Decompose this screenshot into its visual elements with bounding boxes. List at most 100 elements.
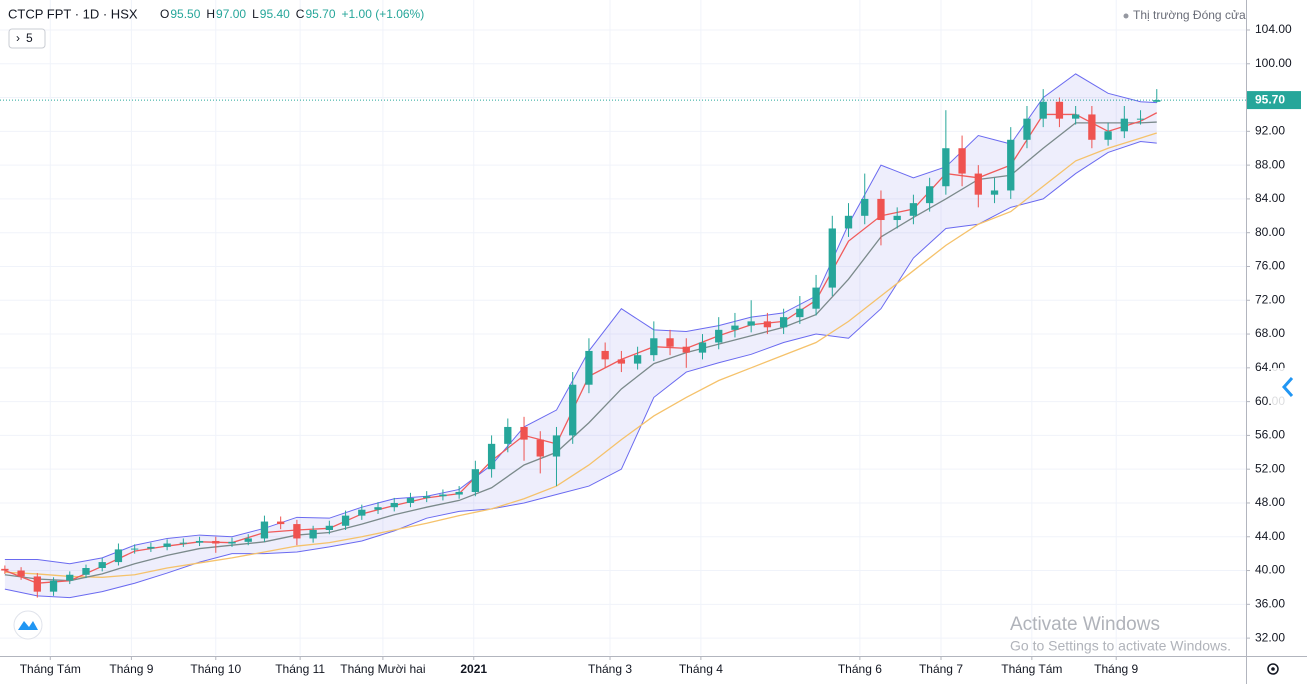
logo[interactable] bbox=[13, 610, 43, 640]
candle-body bbox=[650, 338, 658, 356]
y-tick-label: 88.00 bbox=[1255, 157, 1285, 171]
x-tick-label: Tháng Mười hai bbox=[340, 662, 425, 676]
x-tick-label: Tháng Tám bbox=[1001, 662, 1062, 676]
side-button[interactable] bbox=[1272, 368, 1307, 406]
candle-body bbox=[747, 321, 755, 326]
y-tick-label: 48.00 bbox=[1255, 495, 1285, 509]
plot bbox=[0, 73, 1246, 599]
y-tick-label: 104.00 bbox=[1255, 22, 1292, 36]
candle-body bbox=[796, 308, 804, 318]
ohlc-value: 95.70 bbox=[305, 7, 335, 21]
chevron: › bbox=[16, 31, 20, 45]
candle-body bbox=[82, 568, 90, 575]
candle-body bbox=[617, 359, 626, 364]
candle-body bbox=[958, 148, 966, 174]
last-price-label: 95.70 bbox=[1255, 92, 1285, 106]
candle-body bbox=[715, 329, 723, 343]
candle-body bbox=[455, 491, 463, 495]
candle-body bbox=[844, 215, 853, 229]
candle-body bbox=[17, 570, 25, 577]
candle-body bbox=[114, 549, 123, 563]
y-tick-label: 100.00 bbox=[1255, 56, 1292, 70]
candle-body bbox=[195, 540, 204, 543]
candle-body bbox=[666, 338, 674, 347]
x-tick-label: Tháng 10 bbox=[190, 662, 241, 676]
candle-body bbox=[942, 148, 950, 187]
candle-body bbox=[520, 426, 528, 440]
candle-body bbox=[33, 576, 41, 592]
x-tick-label: Tháng 4 bbox=[679, 662, 723, 676]
y-tick-label: 68.00 bbox=[1255, 326, 1285, 340]
candle-body bbox=[731, 325, 739, 330]
settings[interactable] bbox=[1267, 663, 1279, 675]
symbol: CTCP FPT · 1D · HSX bbox=[8, 6, 138, 21]
candle-body bbox=[601, 350, 609, 360]
y-tick-label: 84.00 bbox=[1255, 191, 1285, 205]
y-tick-label: 36.00 bbox=[1255, 596, 1285, 610]
candle-body bbox=[277, 521, 285, 525]
candle-body bbox=[893, 215, 901, 221]
candle-body bbox=[990, 190, 999, 195]
candle-body bbox=[1153, 100, 1161, 102]
x-tick-label: Tháng 9 bbox=[1094, 662, 1138, 676]
grid bbox=[0, 0, 1246, 655]
candle-body bbox=[179, 542, 187, 544]
candle-body bbox=[390, 502, 398, 508]
candle-body bbox=[585, 350, 593, 385]
last-price-box bbox=[1247, 91, 1301, 110]
y-tick-label: 72.00 bbox=[1255, 292, 1285, 306]
candle-body bbox=[569, 384, 577, 436]
candle-body bbox=[1120, 118, 1128, 132]
settings-center bbox=[1271, 667, 1275, 671]
y-tick-label: 80.00 bbox=[1255, 225, 1285, 239]
candle-body bbox=[779, 317, 788, 328]
candle-body bbox=[49, 580, 58, 592]
candle-body bbox=[633, 355, 642, 364]
ohlc-legend: O 95.50 H 97.00 L 95.40 C 95.70 +1.00 (+1.06%) bbox=[160, 7, 424, 21]
candle-body bbox=[325, 525, 333, 530]
candle-body bbox=[698, 342, 707, 353]
ohlc-key: L bbox=[252, 7, 259, 21]
candle-body bbox=[423, 496, 431, 498]
candle-body bbox=[98, 562, 106, 569]
status-dot bbox=[1123, 13, 1129, 19]
indicator-count[interactable]: 5 bbox=[26, 31, 33, 45]
candle-body bbox=[131, 548, 139, 550]
logo-icon bbox=[18, 621, 38, 630]
candle-body bbox=[504, 426, 512, 444]
ohlc-value: 97.00 bbox=[216, 7, 246, 21]
band-fill bbox=[4, 73, 1157, 598]
candle-body bbox=[212, 540, 220, 544]
axes: 32.0036.0040.0044.0048.0052.0056.0060.00… bbox=[20, 22, 1301, 676]
y-tick-label: 56.00 bbox=[1255, 428, 1285, 442]
indicator-toggle[interactable] bbox=[8, 28, 46, 49]
candle-body bbox=[341, 515, 350, 526]
candle-body bbox=[925, 186, 934, 204]
watermark-title: Activate Windows bbox=[1010, 614, 1160, 635]
candle-body bbox=[439, 494, 447, 497]
candle-body bbox=[1039, 101, 1047, 119]
candle-body bbox=[1088, 114, 1096, 140]
y-tick-label: 40.00 bbox=[1255, 563, 1285, 577]
candle-body bbox=[260, 521, 269, 539]
moving-average bbox=[4, 132, 1157, 578]
candle-body bbox=[877, 198, 885, 221]
side-arrow bbox=[1281, 377, 1294, 397]
ohlc-value: 95.50 bbox=[170, 7, 200, 21]
candle-body bbox=[471, 469, 480, 492]
candle-body bbox=[1071, 114, 1080, 119]
candle-body bbox=[552, 435, 561, 457]
candle-body bbox=[812, 287, 820, 309]
candle-body bbox=[374, 507, 382, 510]
x-tick-label: Tháng 6 bbox=[838, 662, 882, 676]
candle-body bbox=[1023, 118, 1031, 140]
candle-body bbox=[163, 543, 171, 547]
candle-body bbox=[1007, 139, 1015, 191]
candle-body bbox=[244, 538, 252, 542]
x-tick-label: 2021 bbox=[460, 662, 487, 676]
candle-body bbox=[228, 541, 236, 544]
ohlc-key: H bbox=[206, 7, 215, 21]
candle-body bbox=[1104, 131, 1112, 140]
candle-body bbox=[406, 497, 415, 503]
